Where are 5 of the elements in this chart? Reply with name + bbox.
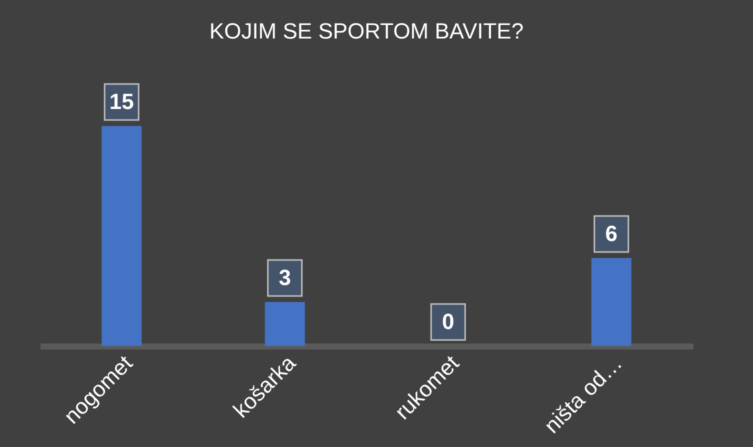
chart-title: KOJIM SE SPORTOM BAVITE? [209, 18, 524, 44]
data-label: 15 [109, 89, 134, 114]
data-label: 6 [605, 221, 618, 246]
data-label: 3 [278, 265, 291, 290]
data-label: 0 [442, 309, 454, 334]
